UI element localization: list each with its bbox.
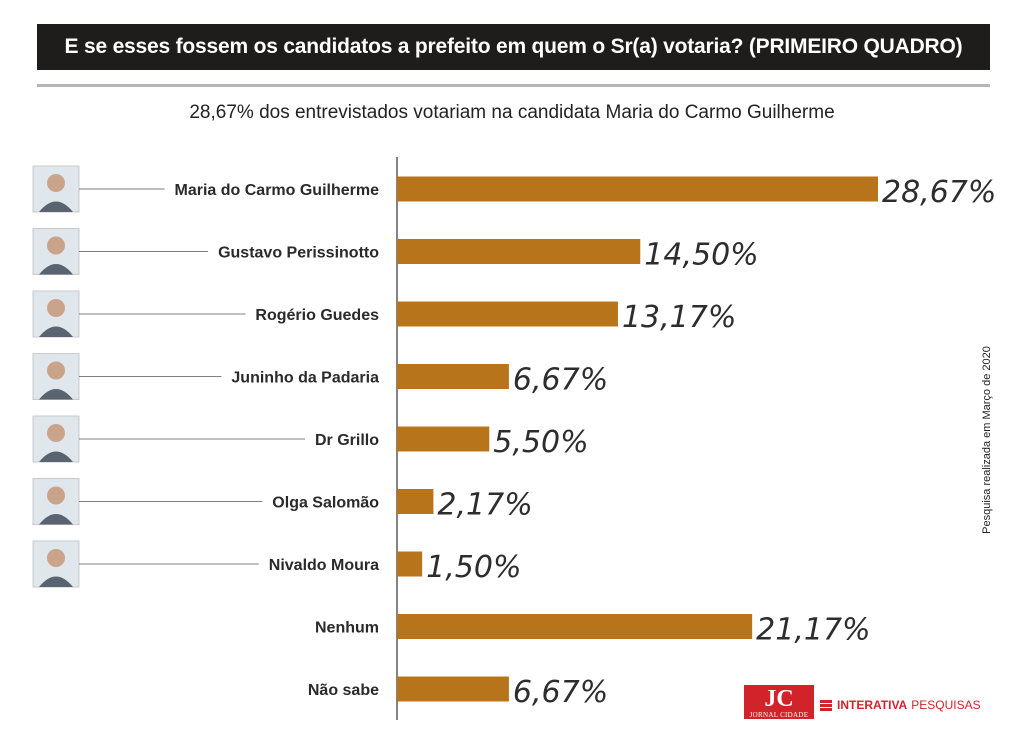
value-label: 6,67% [513,675,608,710]
candidate-photo [32,165,80,213]
candidate-photo [32,415,80,463]
value-label: 14,50% [644,238,758,273]
chart-title: E se esses fossem os candidatos a prefei… [64,35,963,58]
candidate-photo [32,478,80,525]
category-label: Juninho da Padaria [231,370,379,387]
bar [397,426,490,452]
bar [397,239,641,264]
candidate-photo [32,228,80,275]
category-label: Nenhum [315,620,379,637]
category-label: Não sabe [308,682,379,699]
value-label: 13,17% [622,300,736,335]
value-label: 2,17% [437,488,532,523]
value-label: 21,17% [756,613,870,648]
bar [397,489,434,514]
jc-logo-letters: JC [764,686,794,712]
category-label: Gustavo Perissinotto [218,245,379,262]
value-label: 1,50% [426,550,521,585]
survey-date-text: Pesquisa realizada em Março de 2020 [981,346,993,534]
interativa-logo: INTERATIVA PESQUISAS [820,695,981,715]
category-label: Dr Grillo [315,432,379,449]
bar [397,551,423,577]
category-label: Olga Salomão [272,495,379,512]
category-label: Nivaldo Moura [269,557,379,574]
value-label: 6,67% [513,363,608,398]
interativa-mark-icon [820,699,832,711]
category-label: Maria do Carmo Guilherme [175,182,380,199]
bar [397,676,509,702]
value-label: 28,67% [882,175,996,210]
bar [397,176,878,202]
jc-logo-subtitle: JORNAL CIDADE [749,711,809,719]
survey-date-note: Pesquisa realizada em Março de 2020 [980,340,994,540]
candidate-photo [32,540,80,588]
bar [397,364,509,389]
category-label: Rogério Guedes [255,307,379,324]
candidate-photo [32,290,80,338]
chart-subtitle: 28,67% dos entrevistados votariam na can… [189,102,835,123]
bar [397,614,753,639]
chart-title-bar: E se esses fossem os candidatos a prefei… [37,24,990,70]
pesquisas-text: PESQUISAS [911,698,981,712]
title-divider [37,84,990,87]
candidate-photo [32,353,80,400]
jornal-cidade-logo: JC JORNAL CIDADE [744,685,814,719]
value-label: 5,50% [493,425,588,460]
bar [397,301,618,327]
interativa-text: INTERATIVA [837,698,908,712]
